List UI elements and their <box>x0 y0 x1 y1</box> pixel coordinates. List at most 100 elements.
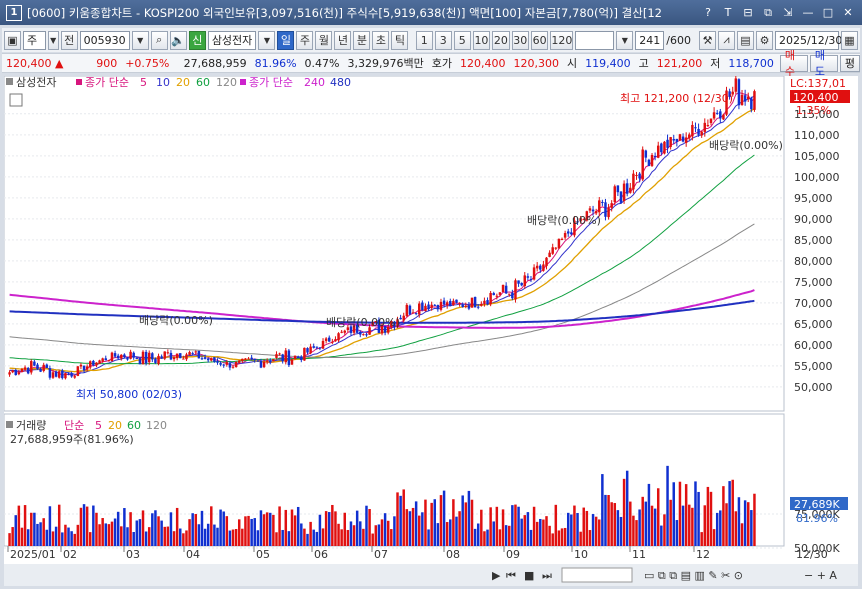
volume-bar <box>36 523 39 546</box>
count-total: /600 <box>666 33 691 47</box>
buy-button[interactable]: 매수 <box>779 49 808 78</box>
volume-bar <box>290 509 294 546</box>
candle-body <box>576 221 579 223</box>
dropdown-arrow-icon[interactable]: ▼ <box>47 30 59 50</box>
volume-bar <box>520 518 523 546</box>
stop-icon[interactable]: ■ <box>524 569 534 582</box>
volume-bar <box>110 521 114 546</box>
interval-3[interactable]: 3 <box>434 30 452 50</box>
date-input[interactable]: 2025/12/30 <box>775 30 842 50</box>
ma480-line <box>9 299 755 324</box>
volume-bar <box>715 512 719 546</box>
cascade-icon[interactable]: ⧉ <box>764 5 772 19</box>
minimize-icon[interactable]: — <box>802 6 814 19</box>
layout-icon[interactable]: ⊟ <box>743 6 753 19</box>
candle-body <box>678 134 682 141</box>
volume-bar <box>712 529 716 546</box>
window-title: [0600] 키움종합차트 - KOSPI200 외국인보유[3,097,516… <box>27 5 662 20</box>
credit-badge: 신 <box>188 30 206 50</box>
close-icon[interactable]: ✕ <box>843 6 853 19</box>
candlestick-chart[interactable]: 50,000 55,000 60,000 65,000 70,000 75,000 80,0… <box>3 75 858 586</box>
gear-icon[interactable]: ⚙ <box>756 30 773 50</box>
volume-bar <box>11 527 14 546</box>
volume-bar <box>579 531 582 546</box>
period-year[interactable]: 년 <box>334 30 352 50</box>
candle-body <box>504 285 508 294</box>
stock-code-input[interactable]: 005930 <box>79 30 130 50</box>
sell-button[interactable]: 매도 <box>809 49 838 78</box>
panel-toggle-icon[interactable]: ▣ <box>4 30 21 50</box>
balance-button[interactable]: 평 <box>839 54 861 72</box>
market-select[interactable]: 주 <box>23 30 46 50</box>
period-second[interactable]: 초 <box>372 30 390 50</box>
volume-bar <box>570 514 573 546</box>
stock-name-dropdown-icon[interactable]: ▼ <box>258 30 276 50</box>
candle-body <box>414 313 418 315</box>
fast-forward-icon[interactable]: ⏭ <box>542 569 552 582</box>
interval-30[interactable]: 30 <box>511 30 529 50</box>
candle-body <box>200 358 204 360</box>
interval-10[interactable]: 10 <box>472 30 491 50</box>
candle-body <box>284 350 288 363</box>
custom-interval-input[interactable] <box>575 30 615 50</box>
text-icon[interactable]: T <box>724 6 732 19</box>
candle-body <box>312 346 315 348</box>
candle-body <box>262 361 266 368</box>
legend-long-ma: 종가 단순 <box>249 76 293 89</box>
volume-bar <box>532 506 536 546</box>
scroll-right-icon[interactable]: ▶ <box>492 569 501 582</box>
period-day[interactable]: 일 <box>277 30 295 50</box>
interval-dropdown-icon[interactable]: ▼ <box>616 30 634 50</box>
volume-bar <box>638 509 641 546</box>
dividend-label-2: 배당락(0.00%) <box>326 316 400 329</box>
candle-body <box>753 91 756 110</box>
volume-bar <box>551 533 554 546</box>
maximize-icon[interactable]: □ <box>822 6 834 19</box>
interval-20[interactable]: 20 <box>492 30 510 50</box>
view-icon[interactable]: ▭ ⧉ ⧉ ▤ ▥ ✎ ✂ ⊙ <box>644 569 743 582</box>
volume-bar <box>340 529 343 546</box>
zoom-slider[interactable] <box>561 567 633 583</box>
chart-area[interactable]: 50,000 55,000 60,000 65,000 70,000 75,000 80,0… <box>3 75 858 586</box>
chart-tools-icon[interactable]: ⚒ <box>699 30 716 50</box>
period-month[interactable]: 월 <box>315 30 333 50</box>
volume-bar <box>219 509 222 546</box>
period-tick[interactable]: 틱 <box>391 30 409 50</box>
period-minute[interactable]: 분 <box>353 30 371 50</box>
volume-bar <box>573 505 576 546</box>
interval-60[interactable]: 60 <box>530 30 549 50</box>
volume-bar <box>492 521 495 546</box>
candle-body <box>607 207 610 218</box>
volume-bar <box>672 482 675 546</box>
speaker-icon[interactable]: 🔈 <box>169 30 187 50</box>
resize-icon[interactable]: ⇲ <box>783 6 793 19</box>
save-icon[interactable]: ▤ <box>737 30 754 50</box>
current-price-badge-text: 120,400 <box>793 91 839 104</box>
interval-120[interactable]: 120 <box>550 30 574 50</box>
volume-bar <box>591 514 595 546</box>
code-dropdown-icon[interactable]: ▼ <box>131 30 149 50</box>
calendar-icon[interactable]: ▦ <box>841 30 858 50</box>
help-icon[interactable]: ? <box>705 6 711 19</box>
search-icon[interactable]: ⌕ <box>150 30 168 50</box>
zoom-controls-icon[interactable]: − + A <box>804 569 837 582</box>
volume-bar <box>452 499 455 546</box>
candle-body <box>166 352 170 354</box>
candle-body <box>57 371 61 378</box>
candle-body <box>601 201 604 203</box>
interval-1[interactable]: 1 <box>415 30 433 50</box>
indicator-icon[interactable]: ⩘ <box>718 30 735 50</box>
candle-body <box>563 233 567 238</box>
candle-body <box>535 265 539 269</box>
rewind-icon[interactable]: ⏮ <box>506 569 516 582</box>
candle-body <box>113 353 117 357</box>
volume-bar <box>746 502 750 546</box>
candle-body <box>331 341 334 343</box>
volume-bar <box>120 526 123 546</box>
interval-5[interactable]: 5 <box>453 30 471 50</box>
grid-toggle-icon[interactable] <box>9 93 23 107</box>
count-input[interactable]: 241 <box>635 30 665 50</box>
period-week[interactable]: 주 <box>296 30 314 50</box>
candle-body <box>85 366 89 370</box>
prev-button[interactable]: 전 <box>60 30 78 50</box>
